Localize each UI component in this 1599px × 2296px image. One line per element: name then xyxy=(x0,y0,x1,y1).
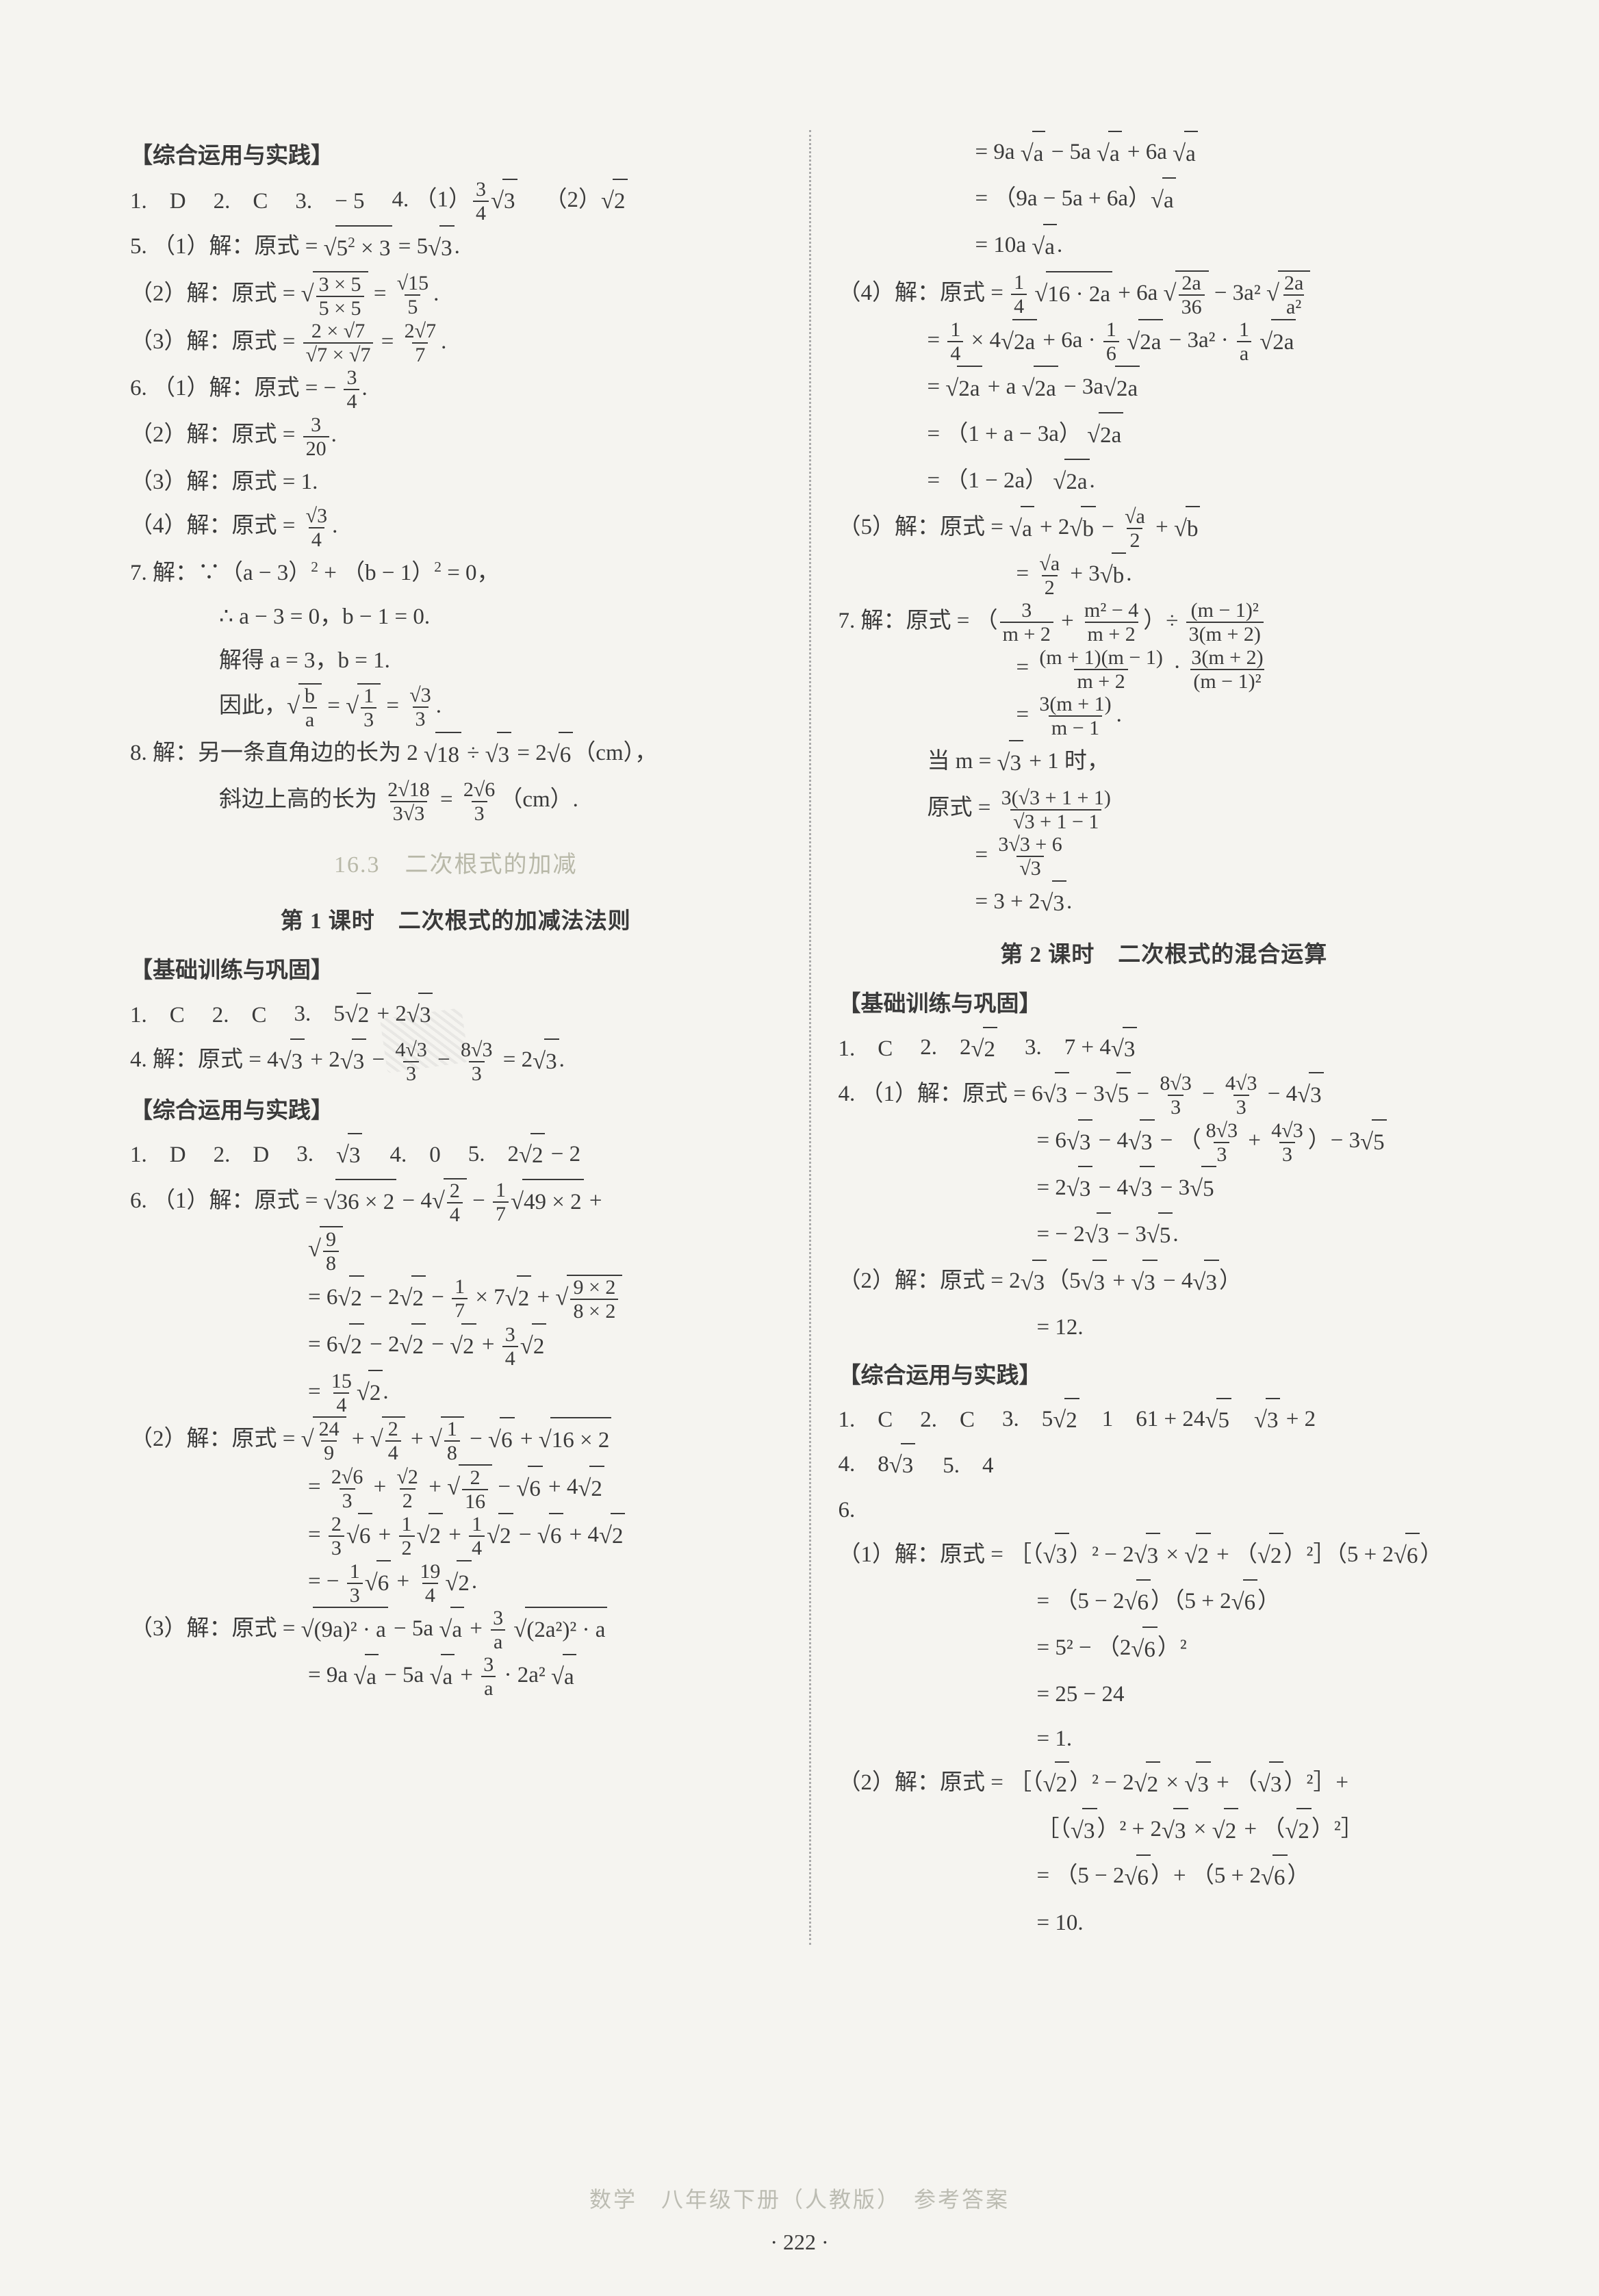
sol: = 63 − 43 − （8√33 + 4√33）− 35 xyxy=(839,1119,1490,1165)
sol: = 62 − 22 − 2 + 342 xyxy=(130,1323,782,1369)
sol: 6. （1）解：原式 = − 34. xyxy=(130,366,782,413)
sol: 原式 = 3(√3 + 1 + 1)√3 + 1 − 1 xyxy=(839,786,1490,832)
sol: （2）解：原式 = ［（2）² − 22 × 3 + （3）²］+ xyxy=(839,1761,1490,1807)
sol: = √a2 + 3b. xyxy=(839,552,1490,598)
sol: （2）解：原式 = 249 + 24 + 18 − 6 + 16 × 2 xyxy=(130,1416,782,1464)
sol: （1）解：原式 = ［（3）² − 23 × 2 + （2）²］（5 + 26） xyxy=(839,1533,1490,1579)
sol: = 10. xyxy=(839,1901,1490,1945)
answer-row: 1. C 2. 22 3. 7 + 43 xyxy=(839,1026,1490,1071)
sol: = 3√3 + 6√3 xyxy=(839,833,1490,880)
sol: 5. （1）解：原式 = 52 × 3 = 53. xyxy=(130,225,782,271)
sol: = 25 − 24 xyxy=(839,1672,1490,1716)
sol: 7. 解：∵（a − 3）2 + （b − 1）2 = 0， xyxy=(130,551,782,595)
sol: = 3(m + 1)m − 1. xyxy=(839,693,1490,739)
sol: （4）解：原式 = 14 16 · 2a + 6a 2a36 − 3a² 2aa… xyxy=(839,270,1490,318)
sol: （2）解：原式 = 320. xyxy=(130,413,782,459)
section-heading: 【基础训练与巩固】 xyxy=(839,985,1490,1018)
sol: = (m + 1)(m − 1)m + 2 · 3(m + 2)(m − 1)² xyxy=(839,646,1490,692)
sol: （3）解：原式 = 2 × √7√7 × √7 = 2√77. xyxy=(130,320,782,366)
answer-row: 1. D 2. D 3. 3 4. 0 5. 22 − 2 xyxy=(130,1133,782,1178)
answer-row: 1. C 2. C 3. 52 1 61 + 245 3 + 2 xyxy=(839,1398,1490,1443)
sol: = 14 × 42a + 6a · 16 2a − 3a² · 1a 2a xyxy=(839,318,1490,365)
lesson-heading: 第 2 课时 二次根式的混合运算 xyxy=(839,936,1490,969)
sol: ［（3）² + 23 × 2 + （2）²］ xyxy=(839,1807,1490,1854)
sol: （2）解：原式 = 3 × 55 × 5 = √155. xyxy=(130,271,782,319)
sol: 6. xyxy=(839,1488,1490,1532)
sol: = 1. xyxy=(839,1717,1490,1761)
sol: （3）解：原式 = (9a)² · a − 5a a + 3a (2a²)² ·… xyxy=(130,1607,782,1653)
sol: = 23 − 43 − 35 xyxy=(839,1166,1490,1212)
sol: = （9a − 5a + 6a）a xyxy=(839,177,1490,223)
page-content: 【综合运用与实践】 1. D 2. C 3. − 5 4. （1）343 （2）… xyxy=(0,0,1599,2013)
sol: = （1 − 2a） 2a. xyxy=(839,459,1490,505)
right-column: = 9a a − 5a a + 6a a = （9a − 5a + 6a）a =… xyxy=(839,130,1490,1945)
sol: = 2√63 + √22 + 216 − 6 + 42 xyxy=(130,1464,782,1512)
watermark-icon xyxy=(380,1008,469,1073)
sol: = （5 − 26）+ （5 + 26） xyxy=(839,1854,1490,1900)
column-divider xyxy=(809,130,811,1945)
answer-row: 4. 83 5. 4 xyxy=(839,1443,1490,1488)
sol: = 1542. xyxy=(130,1370,782,1416)
section-heading: 【综合运用与实践】 xyxy=(839,1357,1490,1390)
sol: ∴ a − 3 = 0，b − 1 = 0. xyxy=(130,595,782,639)
sol: 7. 解：原式 = （3m + 2 + m² − 4m + 2）÷ (m − 1… xyxy=(839,599,1490,646)
sol: （3）解：原式 = 1. xyxy=(130,460,782,504)
sol: = 2a + a 2a − 3a2a xyxy=(839,365,1490,411)
sol: = 10a a. xyxy=(839,223,1490,270)
sol: 6. （1）解：原式 = 36 × 2 − 424 − 1749 × 2 + xyxy=(130,1178,782,1226)
sol: （2）解：原式 = 23（53 + 3 − 43） xyxy=(839,1259,1490,1305)
sol: = 62 − 22 − 17 × 72 + 9 × 28 × 2 xyxy=(130,1275,782,1323)
sol: 8. 解：另一条直角边的长为 2 18 ÷ 3 = 26（cm）， xyxy=(130,731,782,778)
sol: = 9a a − 5a a + 3a · 2a² a xyxy=(130,1653,782,1700)
sol: 当 m = 3 + 1 时， xyxy=(839,739,1490,786)
sol: 4. （1）解：原式 = 63 − 35 − 8√33 − 4√33 − 43 xyxy=(839,1072,1490,1119)
sol: （5）解：原式 = a + 2b − √a2 + b xyxy=(839,505,1490,552)
sol: = 236 + 122 + 142 − 6 + 42 xyxy=(130,1513,782,1559)
sol: = （5 − 26）（5 + 26） xyxy=(839,1579,1490,1626)
sol: （4）解：原式 = √34. xyxy=(130,504,782,550)
section-heading: 【基础训练与巩固】 xyxy=(130,952,782,984)
sol: 98 xyxy=(130,1226,782,1274)
section-heading: 【综合运用与实践】 xyxy=(130,137,782,170)
section-heading: 【综合运用与实践】 xyxy=(130,1092,782,1125)
sol: = 3 + 23. xyxy=(839,880,1490,926)
page-number: · 222 · xyxy=(0,2230,1599,2255)
sol: = （1 + a − 3a） 2a xyxy=(839,412,1490,459)
page-footer: 数学 八年级下册（人教版） 参考答案 xyxy=(0,2182,1599,2214)
answer-row: 1. D 2. C 3. − 5 4. （1）343 （2）2 xyxy=(130,178,782,225)
sol: = 5² − （26）² xyxy=(839,1626,1490,1672)
chapter-heading: 16.3 二次根式的加减 xyxy=(130,845,782,879)
sol: = 12. xyxy=(839,1305,1490,1349)
lesson-heading: 第 1 课时 二次根式的加减法法则 xyxy=(130,902,782,935)
sol: = 9a a − 5a a + 6a a xyxy=(839,130,1490,177)
sol: 因此，ba = 13 = √33. xyxy=(130,683,782,731)
sol: 解得 a = 3，b = 1. xyxy=(130,639,782,683)
sol: 斜边上高的长为 2√183√3 = 2√63（cm）. xyxy=(130,778,782,824)
sol: = − 136 + 1942. xyxy=(130,1559,782,1606)
sol: = − 23 − 35. xyxy=(839,1212,1490,1259)
